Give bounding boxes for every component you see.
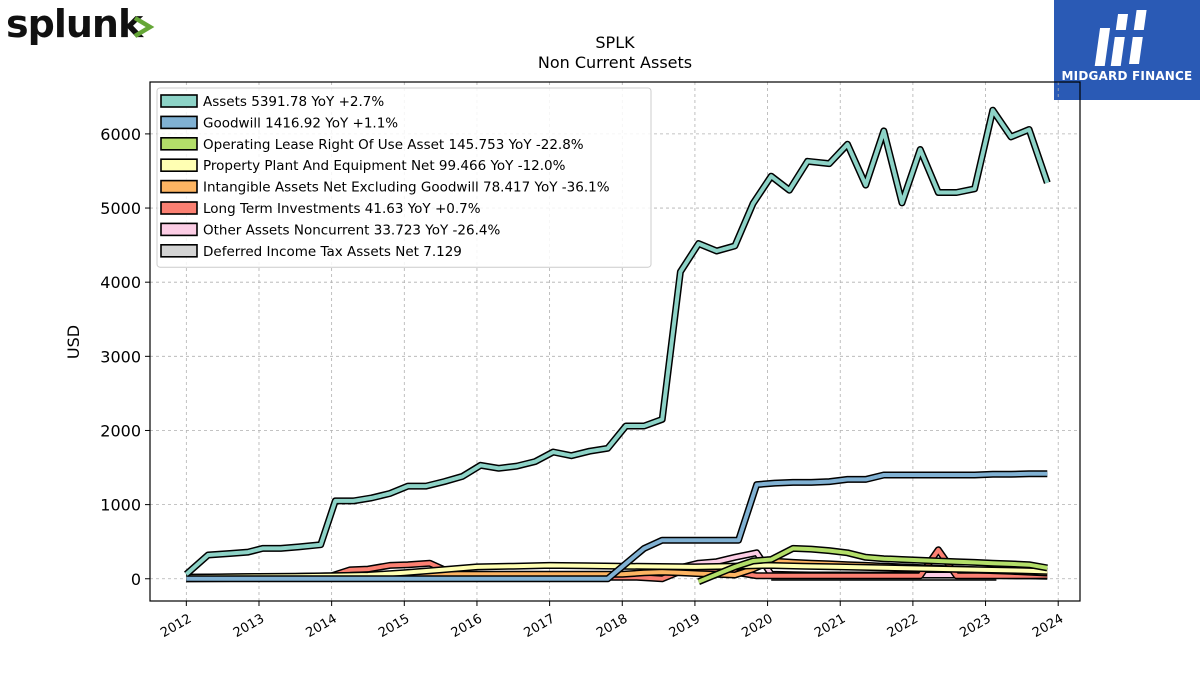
legend-item: Operating Lease Right Of Use Asset 145.7… [160,137,584,153]
series-path [697,546,1048,584]
x-tick-label: 2022 [885,611,921,641]
x-tick-label: 2013 [231,611,267,641]
legend-item: Assets 5391.78 YoY +2.7% [160,94,384,110]
legend-item: Long Term Investments 41.63 YoY +0.7% [160,201,481,217]
x-tick-label: 2019 [667,611,703,641]
legend-label: Property Plant And Equipment Net 99.466 … [203,158,566,174]
series-line [697,544,1048,585]
series-line [183,106,1051,577]
legend-item: Intangible Assets Net Excluding Goodwill… [160,179,610,196]
y-tick-label: 3000 [100,347,141,366]
y-tick-label: 5000 [100,199,141,218]
chevron-right-icon [133,16,155,38]
legend-box [156,87,652,268]
y-tick-label: 6000 [100,125,141,144]
plot-frame [149,81,1081,602]
legend-swatch [160,158,198,172]
y-axis-label: USD [64,325,83,359]
x-tick-label: 2018 [594,611,630,641]
legend-swatch [160,137,198,151]
y-tick-label: 0 [131,570,141,589]
legend-swatch [160,222,198,237]
x-tick-label: 2014 [303,611,339,641]
x-tick-label: 2016 [449,611,485,641]
y-tick-label: 1000 [100,496,141,515]
legend-swatch [160,179,198,194]
x-tick-label: 2024 [1030,611,1066,641]
legend-label: Long Term Investments 41.63 YoY +0.7% [203,201,481,217]
splunk-logo-text: splunk [6,2,143,46]
legend-swatch [160,94,198,108]
series-path [186,471,1048,581]
x-tick-label: 2020 [739,611,775,641]
legend: Assets 5391.78 YoY +2.7% Goodwill 1416.92… [156,87,652,268]
midgard-finance-logo: MIDGARD FINANCE [1054,0,1200,100]
legend-label: Operating Lease Right Of Use Asset 145.7… [203,137,584,153]
y-axis: 0 1000 2000 3000 4000 5000 6000 [100,125,150,589]
legend-item: Property Plant And Equipment Net 99.466 … [160,158,566,174]
legend-item: Deferred Income Tax Assets Net 7.129 [160,244,462,260]
y-tick-label: 2000 [100,421,141,440]
x-tick-label: 2023 [957,611,993,641]
legend-label: Assets 5391.78 YoY +2.7% [203,94,384,110]
x-tick-label: 2012 [158,611,194,641]
legend-swatch [160,201,198,215]
midgard-finance-text: MIDGARD FINANCE [1061,69,1193,83]
chart-subtitle: Non Current Assets [538,53,692,72]
legend-label: Goodwill 1416.92 YoY +1.1% [203,115,398,131]
series-line [186,470,1048,583]
midgard-emblem-icon [1094,10,1150,66]
legend-label: Deferred Income Tax Assets Net 7.129 [203,244,462,260]
splunk-logo: splunk [6,2,156,50]
legend-item: Goodwill 1416.92 YoY +1.1% [160,115,398,131]
x-tick-label: 2015 [376,611,412,641]
legend-swatch [160,244,198,258]
legend-item: Other Assets Noncurrent 33.723 YoY -26.4… [160,222,500,238]
y-tick-label: 4000 [100,273,141,292]
series-layer [183,106,1051,585]
series-path [184,108,1050,576]
legend-label: Other Assets Noncurrent 33.723 YoY -26.4… [203,222,500,238]
x-tick-label: 2017 [521,611,557,641]
legend-label: Intangible Assets Net Excluding Goodwill… [203,180,610,196]
chart-title: SPLK [595,33,635,52]
x-axis: 2012 2013 2014 2015 2016 2017 2018 2019 2020 2021… [158,601,1066,641]
legend-swatch [160,115,198,130]
x-tick-label: 2021 [812,611,848,641]
